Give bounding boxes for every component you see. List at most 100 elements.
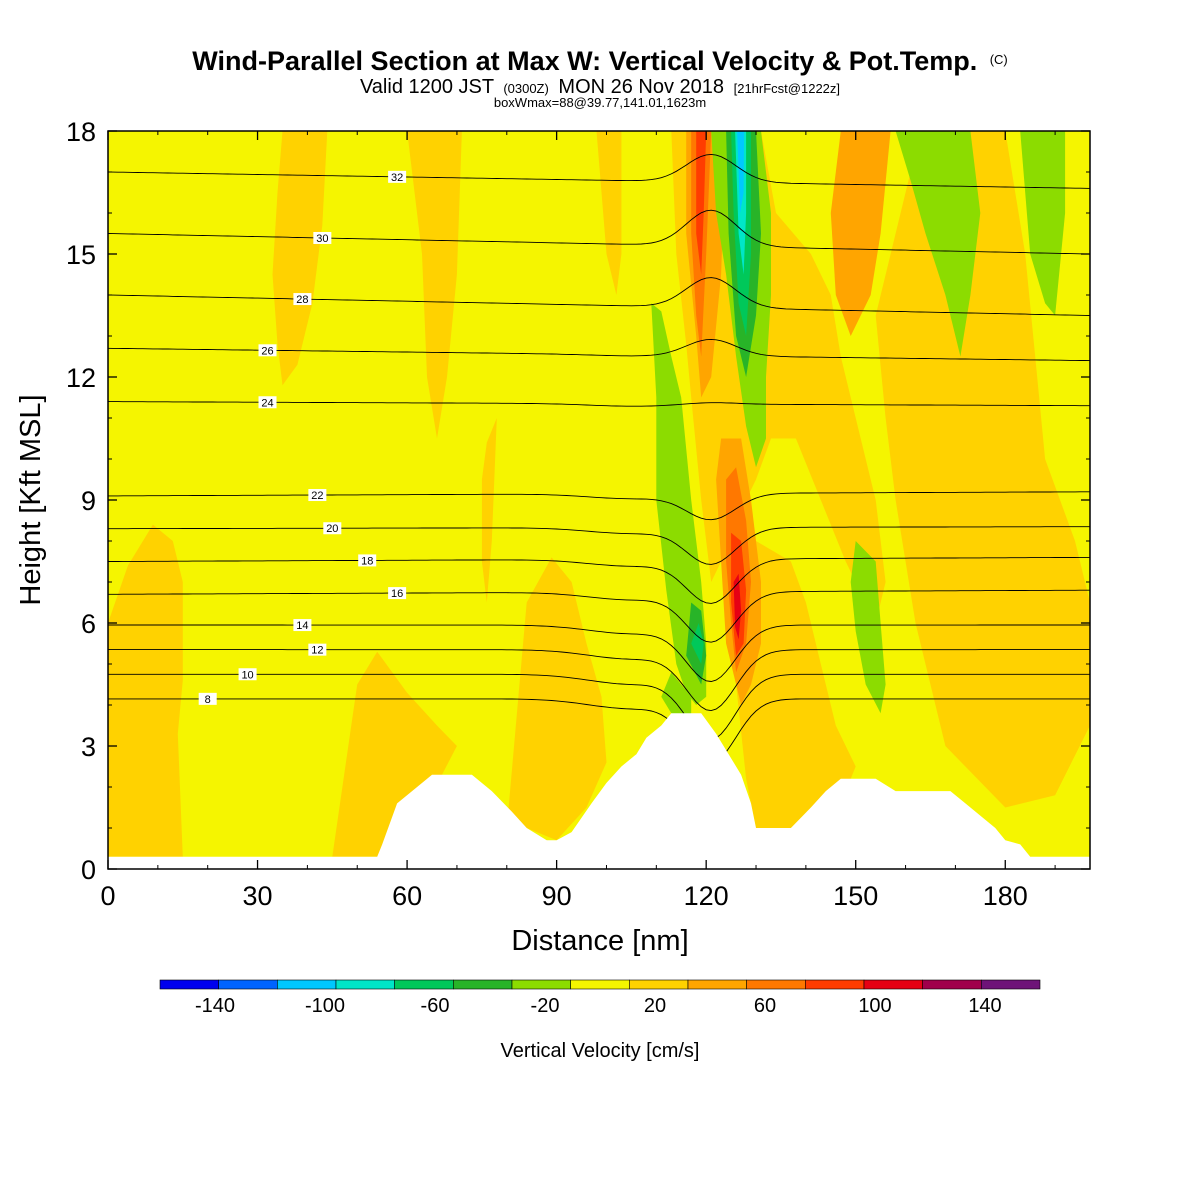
velocity-field: [108, 131, 1090, 857]
velocity-region-20: [850, 541, 886, 714]
theta-label-32: 32: [391, 172, 403, 184]
colorbar-label-20: 20: [644, 995, 666, 1017]
theta-label-18: 18: [361, 555, 373, 567]
velocity-region-17: [733, 573, 742, 640]
x-axis: 0 30 60 90 120 150 180: [100, 131, 1056, 911]
theta-label-10: 10: [241, 669, 253, 681]
colorbar-label--100: -100: [305, 995, 345, 1017]
theta-label-bg-12: [308, 643, 327, 656]
colorbar-swatch-9: [687, 979, 747, 990]
chart-title: Wind-Parallel Section at Max W: Vertical…: [192, 46, 1007, 76]
theta-label-bg-8: [198, 692, 217, 705]
velocity-region-1: [272, 131, 328, 386]
theta-label-22: 22: [311, 490, 323, 502]
colorbar-swatch-14: [981, 979, 1041, 990]
x-tick-label-150: 150: [833, 881, 878, 911]
theta-label-bg-16: [388, 587, 407, 600]
theta-label-bg-14: [293, 619, 312, 632]
colorbar-label--20: -20: [531, 995, 560, 1017]
colorbar-swatch-11: [805, 979, 865, 990]
x-tick-label-30: 30: [243, 881, 273, 911]
x-tick-label-0: 0: [100, 881, 115, 911]
theta-label-8: 8: [205, 694, 211, 706]
x-tick-label-180: 180: [983, 881, 1028, 911]
x-tick-label-60: 60: [392, 881, 422, 911]
velocity-region-8: [736, 541, 856, 828]
y-tick-label-0: 0: [81, 855, 96, 885]
x-tick-label-90: 90: [542, 881, 572, 911]
y-tick-label-18: 18: [66, 117, 96, 147]
y-axis: 0 3 6 9 12 15 18: [66, 117, 1090, 885]
y-tick-label-3: 3: [81, 732, 96, 762]
colorbar-swatch-0: [159, 979, 219, 990]
theta-contour-14: [108, 624, 1090, 682]
theta-label-bg-18: [358, 554, 377, 567]
theta-label-30: 30: [316, 233, 328, 245]
colorbar: -140 -100 -60 -20 20 60 100 140: [159, 979, 1041, 1017]
chart-subtitle-box-wmax: boxWmax=88@39.77,141.01,1623m: [494, 95, 706, 110]
colorbar-swatch-2: [277, 979, 337, 990]
colorbar-swatch-7: [570, 979, 630, 990]
colorbar-swatch-3: [335, 979, 395, 990]
theta-contour-22: [108, 491, 1090, 521]
colorbar-swatch-12: [863, 979, 923, 990]
colorbar-swatch-13: [922, 979, 982, 990]
theta-contour-28: [108, 277, 1090, 316]
velocity-region-9: [875, 131, 1090, 808]
colorbar-swatch-8: [629, 979, 689, 990]
theta-label-bg-22: [308, 489, 327, 502]
x-axis-label: Distance [nm]: [511, 925, 688, 957]
velocity-region-2: [332, 651, 457, 857]
velocity-region-6: [596, 131, 622, 295]
theta-label-bg-30: [313, 231, 332, 244]
y-tick-label-12: 12: [66, 363, 96, 393]
x-tick-label-120: 120: [684, 881, 729, 911]
theta-contour-12: [108, 649, 1090, 712]
velocity-region-5: [506, 557, 607, 841]
colorbar-title: Vertical Velocity [cm/s]: [501, 1040, 700, 1062]
colorbar-swatch-10: [746, 979, 806, 990]
colorbar-swatch-5: [453, 979, 513, 990]
theta-contour-20: [108, 526, 1090, 565]
velocity-region-29: [737, 131, 745, 213]
colorbar-label-140: 140: [968, 995, 1001, 1017]
theta-label-28: 28: [296, 294, 308, 306]
velocity-region-4: [481, 418, 497, 603]
velocity-region-15: [696, 131, 707, 275]
terrain: [108, 713, 1090, 869]
theta-label-bg-20: [323, 522, 342, 535]
theta-label-bg-10: [238, 668, 257, 681]
theta-contour-30: [108, 209, 1090, 255]
theta-label-bg-26: [258, 344, 277, 357]
theta-contour-18: [108, 556, 1090, 604]
chart-subtitle: Valid 1200 JST (0300Z) MON 26 Nov 2018 […: [360, 76, 840, 98]
y-tick-label-9: 9: [81, 486, 96, 516]
colorbar-swatch-4: [394, 979, 454, 990]
theta-label-20: 20: [326, 523, 338, 535]
y-tick-label-15: 15: [66, 240, 96, 270]
theta-contour-8: [108, 698, 1090, 765]
colorbar-label--60: -60: [421, 995, 450, 1017]
y-tick-label-6: 6: [81, 609, 96, 639]
terrain-mask: [108, 713, 1090, 869]
theta-contour-16: [108, 589, 1090, 643]
colorbar-label-60: 60: [754, 995, 776, 1017]
theta-label-26: 26: [261, 345, 273, 357]
theta-contour-32: [108, 153, 1090, 189]
theta-contours: 8 10 12 14 16 18 20 22 24 26 28 30 32: [108, 153, 1090, 765]
colorbar-swatch-6: [511, 979, 571, 990]
velocity-region-0: [108, 524, 183, 857]
colorbar-label-100: 100: [858, 995, 891, 1017]
plot-area: 8 10 12 14 16 18 20 22 24 26 28 30 32: [108, 131, 1090, 869]
colorbar-swatch-1: [218, 979, 278, 990]
theta-label-12: 12: [311, 645, 323, 657]
velocity-region-22: [1020, 131, 1066, 316]
theta-label-bg-24: [258, 396, 277, 409]
velocity-region-21: [895, 131, 981, 357]
velocity-region-3: [407, 131, 462, 439]
y-axis-label: Height [Kft MSL]: [15, 394, 47, 605]
theta-contour-10: [108, 673, 1090, 741]
velocity-region-27: [691, 623, 704, 664]
theta-label-14: 14: [296, 620, 308, 632]
